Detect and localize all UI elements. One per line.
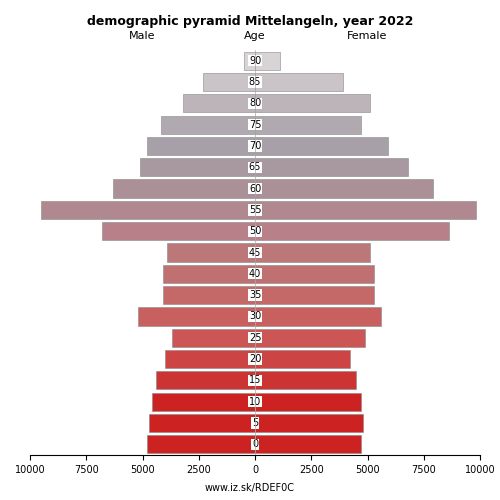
Text: 75: 75: [249, 120, 261, 130]
Bar: [255, 372, 356, 390]
Text: Age: Age: [244, 32, 266, 42]
Bar: [147, 137, 255, 155]
Bar: [152, 392, 255, 411]
Text: 85: 85: [249, 77, 261, 87]
Text: www.iz.sk/RDEF0C: www.iz.sk/RDEF0C: [205, 482, 295, 492]
Text: 20: 20: [249, 354, 261, 364]
Bar: [167, 244, 255, 262]
Bar: [138, 308, 255, 326]
Text: 10: 10: [249, 396, 261, 406]
Text: 60: 60: [249, 184, 261, 194]
Bar: [255, 350, 350, 368]
Text: 5: 5: [252, 418, 258, 428]
Bar: [255, 137, 388, 155]
Bar: [255, 73, 343, 91]
Bar: [203, 73, 255, 91]
Text: 65: 65: [249, 162, 261, 172]
Bar: [255, 286, 374, 304]
Text: 55: 55: [249, 205, 261, 215]
Bar: [163, 286, 255, 304]
Bar: [172, 328, 255, 347]
Bar: [255, 265, 374, 283]
Text: 15: 15: [249, 376, 261, 386]
Bar: [255, 328, 365, 347]
Bar: [183, 94, 255, 112]
Text: Female: Female: [348, 32, 388, 42]
Bar: [255, 244, 370, 262]
Bar: [147, 436, 255, 454]
Bar: [102, 222, 255, 240]
Text: 50: 50: [249, 226, 261, 236]
Text: 45: 45: [249, 248, 261, 258]
Text: 0: 0: [252, 440, 258, 450]
Bar: [140, 158, 255, 176]
Bar: [255, 392, 361, 411]
Text: 25: 25: [249, 333, 261, 343]
Text: 35: 35: [249, 290, 261, 300]
Text: 40: 40: [249, 269, 261, 279]
Bar: [255, 94, 370, 112]
Bar: [255, 414, 363, 432]
Bar: [163, 265, 255, 283]
Bar: [255, 308, 381, 326]
Bar: [156, 372, 255, 390]
Bar: [255, 436, 361, 454]
Text: 80: 80: [249, 98, 261, 108]
Text: demographic pyramid Mittelangeln, year 2022: demographic pyramid Mittelangeln, year 2…: [87, 15, 413, 28]
Text: Male: Male: [129, 32, 156, 42]
Bar: [255, 222, 448, 240]
Text: 90: 90: [249, 56, 261, 66]
Bar: [255, 116, 361, 134]
Bar: [113, 180, 255, 198]
Bar: [41, 201, 255, 219]
Bar: [255, 180, 433, 198]
Bar: [244, 52, 255, 70]
Bar: [165, 350, 255, 368]
Bar: [255, 201, 476, 219]
Text: 30: 30: [249, 312, 261, 322]
Text: 70: 70: [249, 141, 261, 151]
Bar: [160, 116, 255, 134]
Bar: [255, 52, 280, 70]
Bar: [149, 414, 255, 432]
Bar: [255, 158, 408, 176]
